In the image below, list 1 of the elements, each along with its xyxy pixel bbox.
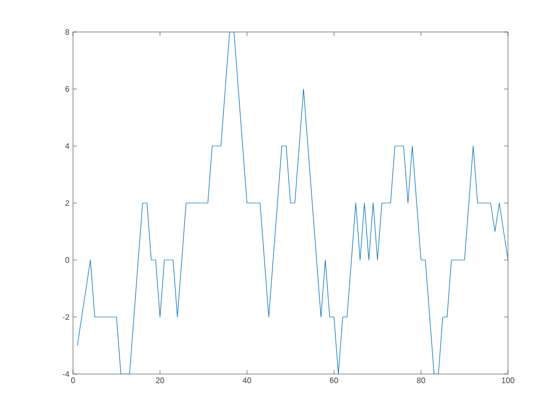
line-series (77, 32, 508, 374)
